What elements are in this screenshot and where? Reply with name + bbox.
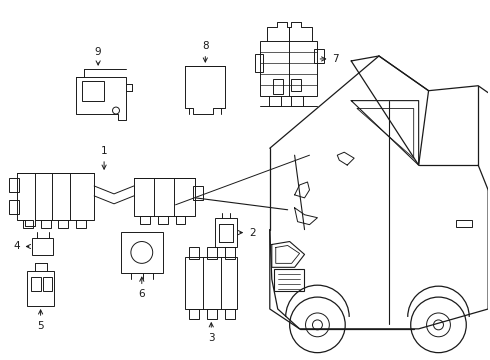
Bar [215,218,237,247]
Text: 7: 7 [320,54,339,64]
Bar [121,231,163,273]
Bar [58,220,69,228]
Bar [43,277,52,291]
Bar [31,277,41,291]
Text: 9: 9 [95,47,101,65]
Bar [190,247,199,260]
Bar [185,257,237,309]
Text: 8: 8 [202,41,209,62]
Bar [9,178,19,192]
Text: 5: 5 [37,310,44,331]
Bar [9,200,19,214]
Bar [269,96,281,105]
Text: 2: 2 [238,228,256,238]
Bar [225,247,235,260]
Bar [456,220,472,227]
Bar [158,216,168,224]
Bar [207,247,217,260]
Bar [255,54,263,72]
Bar [82,81,104,100]
Bar [41,220,50,228]
Bar [291,96,302,105]
Bar [32,238,53,255]
Bar [175,216,185,224]
Bar [260,41,318,96]
Text: 6: 6 [139,277,145,299]
Bar [274,269,303,291]
Text: 1: 1 [101,146,107,169]
Text: 3: 3 [208,323,215,343]
Bar [23,220,33,228]
Bar [140,216,150,224]
Text: 4: 4 [13,242,30,252]
Bar [207,309,217,319]
Bar [76,220,86,228]
Bar [273,79,283,94]
Bar [26,271,54,306]
Bar [194,186,203,200]
Bar [225,309,235,319]
Bar [291,79,300,91]
Bar [190,309,199,319]
Bar [315,49,324,63]
